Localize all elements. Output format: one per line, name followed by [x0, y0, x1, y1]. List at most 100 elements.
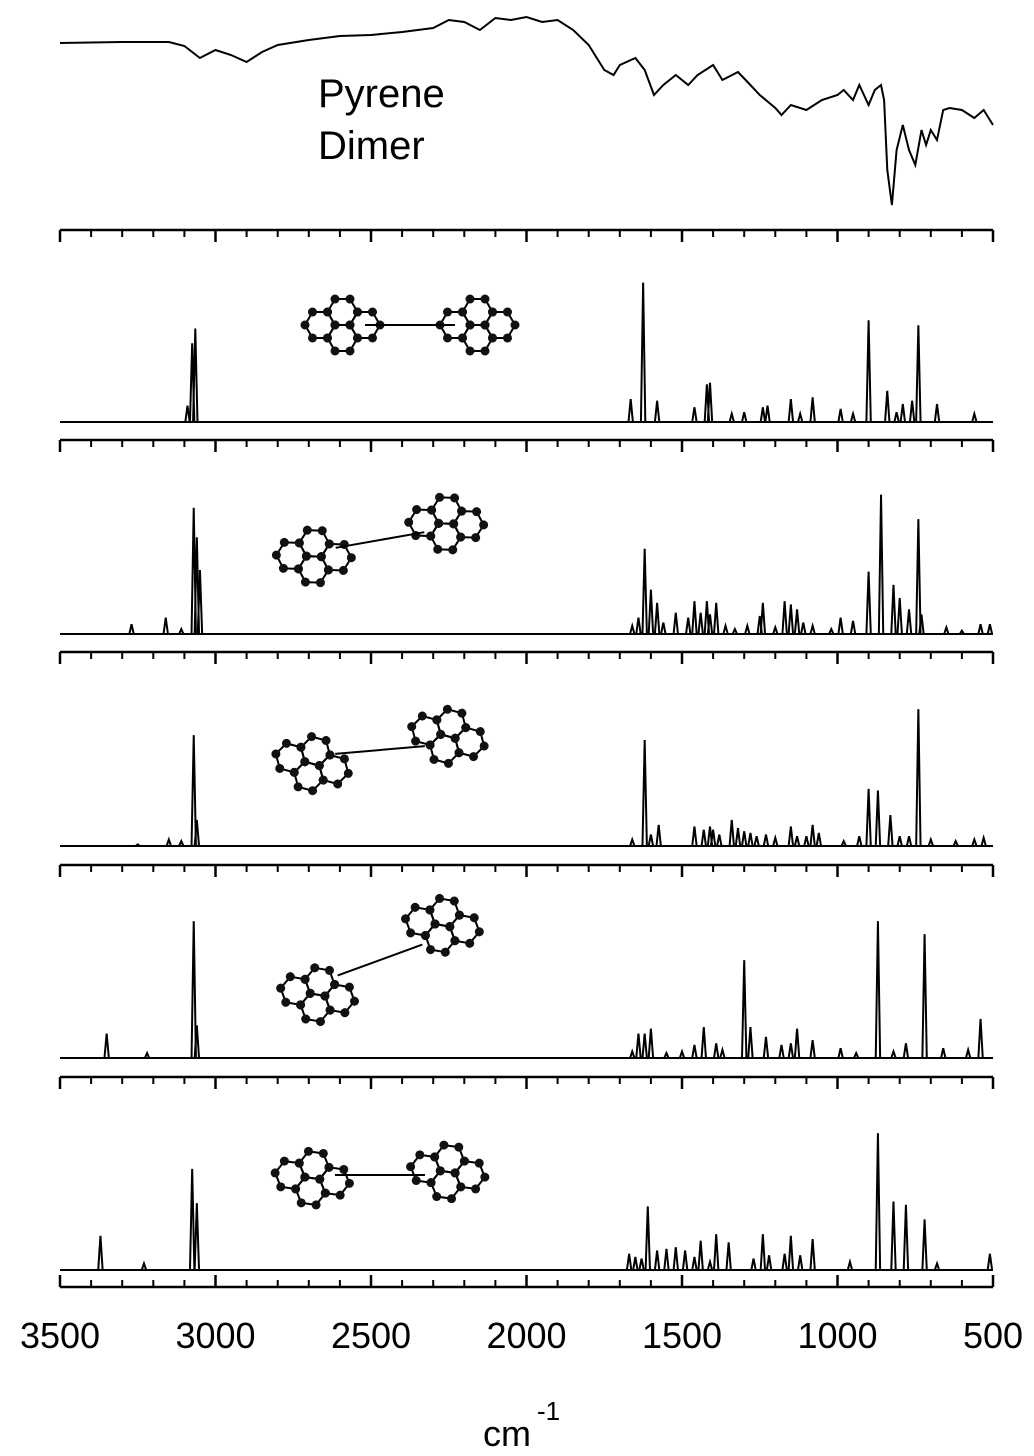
- atom: [368, 308, 377, 317]
- atom: [406, 1162, 415, 1171]
- peak: [708, 383, 712, 422]
- peak: [810, 1040, 814, 1058]
- atom: [300, 1013, 312, 1025]
- peak: [795, 1029, 799, 1058]
- x-tick-label: 1000: [797, 1315, 877, 1356]
- peak: [810, 626, 814, 634]
- atom: [346, 553, 356, 563]
- atom: [433, 544, 443, 554]
- atom: [432, 1192, 441, 1201]
- atom: [425, 944, 437, 956]
- peak: [726, 1242, 730, 1270]
- peak: [988, 624, 992, 634]
- atom: [425, 531, 435, 541]
- atom: [304, 1147, 313, 1156]
- peak: [891, 1202, 895, 1270]
- peak: [702, 1027, 706, 1058]
- peak: [782, 601, 786, 634]
- peak: [765, 406, 769, 422]
- peak: [876, 921, 880, 1058]
- atom: [470, 532, 480, 542]
- atom: [468, 912, 480, 924]
- peak: [894, 412, 898, 422]
- peak: [742, 960, 746, 1058]
- peak: [745, 626, 749, 634]
- peak: [708, 1262, 712, 1270]
- peak: [810, 825, 814, 846]
- peak: [901, 404, 905, 422]
- peak: [767, 1255, 771, 1270]
- peak: [754, 836, 758, 846]
- atom: [336, 1191, 345, 1200]
- peak: [773, 838, 777, 846]
- atom: [353, 333, 362, 342]
- peak: [801, 623, 805, 634]
- molecule: [265, 884, 496, 1036]
- x-tick-label: 3000: [175, 1315, 255, 1356]
- atom: [271, 1168, 280, 1177]
- x-tick-label: 2500: [331, 1315, 411, 1356]
- atom: [511, 321, 520, 330]
- atom: [276, 1182, 285, 1191]
- peak: [720, 1050, 724, 1058]
- peak: [730, 820, 734, 846]
- annotation: Dimer: [318, 124, 425, 168]
- atom: [460, 1157, 469, 1166]
- atom: [443, 308, 452, 317]
- peak: [649, 1029, 653, 1058]
- atom: [426, 505, 436, 515]
- atom: [448, 519, 458, 529]
- peak: [851, 621, 855, 634]
- peak: [664, 1249, 668, 1270]
- atom: [488, 333, 497, 342]
- peak: [714, 603, 718, 634]
- atom: [340, 754, 350, 764]
- atom: [344, 981, 356, 993]
- peak: [916, 519, 920, 634]
- atom: [280, 997, 292, 1009]
- peak: [988, 1254, 992, 1270]
- peak: [848, 1262, 852, 1270]
- peak: [922, 1219, 926, 1270]
- atom: [480, 1173, 489, 1182]
- atom: [301, 551, 311, 561]
- spectrum-line: [60, 17, 993, 205]
- peak: [642, 549, 646, 634]
- atom: [321, 1189, 330, 1198]
- atom: [403, 517, 413, 527]
- peak: [885, 391, 889, 422]
- peak: [751, 1259, 755, 1270]
- peak: [838, 409, 842, 422]
- peak: [692, 1045, 696, 1058]
- atom: [458, 333, 467, 342]
- peak: [898, 598, 902, 634]
- x-axis-label: cm: [483, 1413, 531, 1454]
- atom: [488, 308, 497, 317]
- peak: [838, 1048, 842, 1058]
- peak: [907, 609, 911, 634]
- peak: [981, 838, 985, 846]
- atom: [324, 965, 336, 977]
- atom: [323, 333, 332, 342]
- peak: [789, 1043, 793, 1058]
- peak: [904, 1205, 908, 1270]
- peak: [972, 414, 976, 422]
- peak: [761, 1234, 765, 1270]
- peak: [723, 626, 727, 634]
- page: Pyrene Dimer cm -1 350030002500200015001…: [0, 0, 1034, 1456]
- peak: [804, 836, 808, 846]
- peak: [98, 1236, 102, 1270]
- atom: [411, 504, 421, 514]
- peak: [686, 618, 690, 634]
- atom: [316, 551, 326, 561]
- peak: [866, 320, 870, 422]
- peak: [692, 407, 696, 422]
- peak: [764, 1037, 768, 1058]
- peak: [736, 828, 740, 846]
- peak: [655, 1250, 659, 1270]
- atom: [339, 539, 349, 549]
- peak: [642, 1034, 646, 1058]
- peak: [683, 1250, 687, 1270]
- atom: [346, 346, 355, 355]
- atom: [481, 295, 490, 304]
